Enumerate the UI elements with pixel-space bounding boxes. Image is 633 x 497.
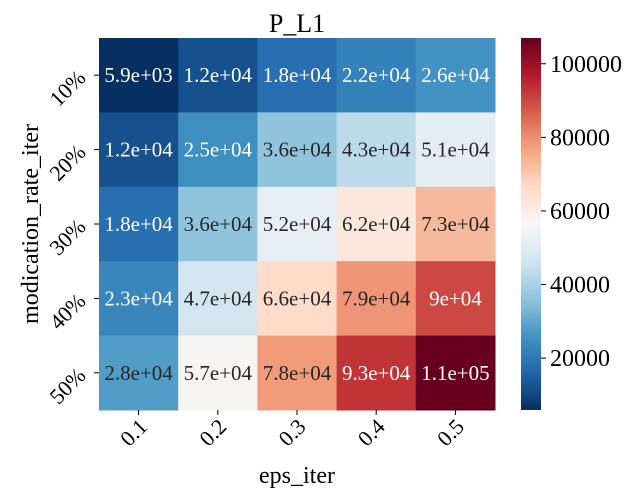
colorbar-tick-label: 80000 <box>550 125 610 151</box>
cell-annotation: 5.9e+03 <box>104 63 172 87</box>
cell-annotation: 7.8e+04 <box>263 361 332 385</box>
cell-annotation: 4.7e+04 <box>184 286 253 310</box>
heatmap-cell <box>415 38 496 113</box>
y-tick-label: 10% <box>44 65 90 111</box>
cell-annotation: 4.3e+04 <box>342 138 411 162</box>
x-axis-ticks: 0.1 0.2 0.3 0.4 0.5 <box>115 410 469 451</box>
heatmap-cell <box>336 335 417 411</box>
heatmap-cells: 5.9e+03 1.2e+04 1.8e+04 2.2e+04 2.6e+04 1.2e+… <box>99 38 496 411</box>
cell-annotation: 1.8e+04 <box>104 212 173 236</box>
cell-annotation: 5.1e+04 <box>421 138 490 162</box>
x-tick-label: 0.1 <box>115 414 152 451</box>
y-tick-label: 20% <box>44 139 90 185</box>
heatmap-cell <box>415 186 496 262</box>
colorbar <box>521 38 541 410</box>
y-tick-label: 50% <box>44 363 90 409</box>
cell-annotation: 1.8e+04 <box>263 63 332 87</box>
heatmap-cell <box>257 112 338 188</box>
cell-annotation: 1.2e+04 <box>104 138 173 162</box>
heatmap-cell <box>257 186 338 262</box>
cell-annotation: 2.3e+04 <box>104 286 173 310</box>
heatmap-cell <box>178 186 258 262</box>
heatmap-cell <box>178 112 258 188</box>
cell-annotation: 7.9e+04 <box>342 286 411 310</box>
heatmap-cell <box>99 186 179 262</box>
colorbar-tick-label: 20000 <box>550 346 610 372</box>
cell-annotation: 6.6e+04 <box>263 286 332 310</box>
colorbar-tick-label: 100000 <box>550 52 622 78</box>
cell-annotation: 2.6e+04 <box>421 63 490 87</box>
y-tick-label: 40% <box>44 288 90 334</box>
cell-annotation: 7.3e+04 <box>421 212 490 236</box>
cell-annotation: 2.2e+04 <box>342 63 411 87</box>
y-tick-label: 30% <box>44 214 90 260</box>
x-tick-label: 0.5 <box>432 414 469 451</box>
heatmap-cell <box>99 38 179 113</box>
x-tick-label: 0.3 <box>273 414 310 451</box>
colorbar-ticks: 20000 40000 60000 80000 100000 <box>541 52 622 372</box>
heatmap-cell <box>178 38 258 113</box>
cell-annotation: 9e+04 <box>429 286 482 310</box>
heatmap-cell <box>415 335 496 411</box>
x-axis-label: eps_iter <box>259 463 335 489</box>
cell-annotation: 1.1e+05 <box>421 361 489 385</box>
cell-annotation: 3.6e+04 <box>263 138 332 162</box>
heatmap-cell <box>257 38 338 113</box>
heatmap-cell <box>257 335 338 411</box>
x-tick-label: 0.2 <box>194 414 231 451</box>
heatmap-cell <box>415 261 496 337</box>
y-axis-ticks: 10% 20% 30% 40% 50% <box>44 65 99 409</box>
cell-annotation: 5.7e+04 <box>184 361 253 385</box>
heatmap-cell <box>336 38 417 113</box>
cell-annotation: 2.5e+04 <box>184 138 253 162</box>
heatmap-cell <box>178 335 258 411</box>
heatmap-cell <box>415 112 496 188</box>
heatmap-cell <box>178 261 258 337</box>
heatmap-cell <box>336 186 417 262</box>
heatmap-cell <box>336 261 417 337</box>
x-tick-label: 0.4 <box>353 414 390 451</box>
heatmap-cell <box>257 261 338 337</box>
cell-annotation: 3.6e+04 <box>184 212 253 236</box>
cell-annotation: 9.3e+04 <box>342 361 411 385</box>
heatmap-cell <box>99 335 179 411</box>
cell-annotation: 5.2e+04 <box>263 212 332 236</box>
y-axis-label: modication_rate_iter <box>18 124 44 324</box>
heatmap-cell <box>99 112 179 188</box>
chart-title: P_L1 <box>269 9 325 38</box>
heatmap-cell <box>99 261 179 337</box>
colorbar-tick-label: 40000 <box>550 273 610 299</box>
cell-annotation: 1.2e+04 <box>184 63 253 87</box>
cell-annotation: 2.8e+04 <box>104 361 173 385</box>
cell-annotation: 6.2e+04 <box>342 212 411 236</box>
colorbar-tick-label: 60000 <box>550 199 610 225</box>
heatmap-cell <box>336 112 417 188</box>
